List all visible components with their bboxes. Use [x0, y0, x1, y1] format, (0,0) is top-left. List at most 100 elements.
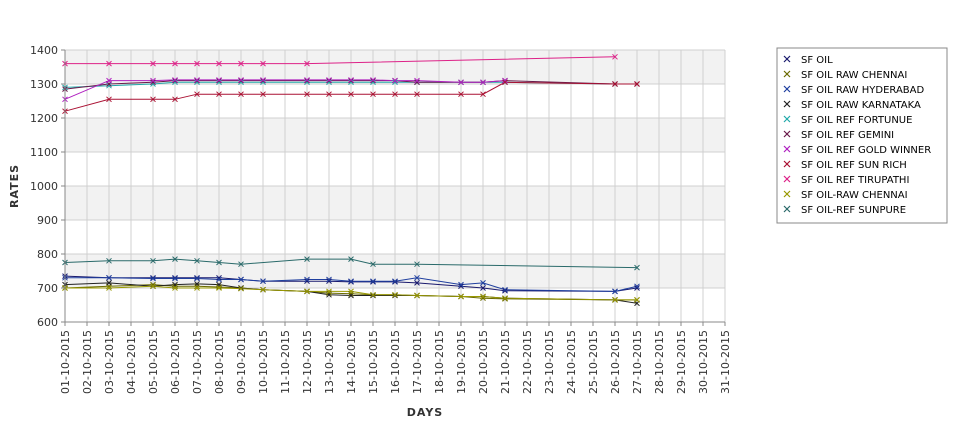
- data-point: [326, 276, 332, 283]
- x-tick-label: 04-10-2015: [125, 330, 138, 394]
- data-point: [370, 91, 376, 98]
- legend-label: SF OIL RAW HYDERABAD: [801, 85, 924, 96]
- data-point: [348, 278, 354, 285]
- data-point: [216, 79, 222, 86]
- data-point: [194, 285, 200, 291]
- x-tick-label: 23-10-2015: [543, 330, 556, 394]
- data-point: [634, 81, 640, 87]
- x-tick-label: 11-10-2015: [279, 330, 292, 394]
- legend-label: SF OIL-REF SUNPURE: [801, 205, 906, 216]
- data-point: [612, 288, 618, 295]
- x-tick-label: 03-10-2015: [103, 330, 116, 394]
- x-tick-label: 06-10-2015: [169, 330, 182, 394]
- data-point: [612, 81, 618, 87]
- data-point: [326, 288, 332, 295]
- data-point: [106, 60, 112, 67]
- data-point: [172, 285, 178, 291]
- x-tick-label: 01-10-2015: [59, 330, 72, 394]
- data-point: [150, 96, 156, 103]
- series-line-9: [65, 56, 616, 65]
- x-tick-label: 29-10-2015: [675, 330, 688, 394]
- data-point: [194, 77, 200, 83]
- series-markers: [62, 53, 640, 307]
- data-point: [150, 283, 156, 290]
- series-line-11: [64, 258, 638, 269]
- data-point: [304, 276, 310, 283]
- data-point: [194, 283, 200, 290]
- x-tick-label: 13-10-2015: [323, 330, 336, 394]
- x-tick-label: 14-10-2015: [345, 330, 358, 394]
- data-point: [172, 77, 178, 83]
- data-point: [370, 261, 376, 268]
- data-point: [150, 281, 156, 288]
- data-point: [106, 280, 112, 286]
- y-tick-label: 1300: [30, 78, 58, 91]
- data-point: [348, 288, 354, 295]
- data-point: [216, 60, 222, 67]
- data-point: [502, 286, 508, 293]
- x-tick-label: 31-10-2015: [719, 330, 732, 394]
- data-point: [238, 79, 244, 86]
- legend-label: SF OIL-RAW CHENNAI: [801, 190, 908, 201]
- data-point: [106, 82, 112, 89]
- x-tick-label: 27-10-2015: [631, 330, 644, 394]
- data-point: [612, 297, 618, 303]
- data-point: [238, 77, 244, 83]
- x-tick-label: 22-10-2015: [521, 330, 534, 394]
- data-point: [260, 91, 266, 98]
- data-point: [216, 285, 222, 291]
- x-tick-label: 02-10-2015: [81, 330, 94, 394]
- data-point: [216, 77, 222, 83]
- data-point: [260, 286, 266, 293]
- x-tick-label: 21-10-2015: [499, 330, 512, 394]
- data-point: [480, 79, 486, 86]
- data-point: [150, 60, 156, 67]
- data-point: [458, 91, 464, 98]
- data-point: [370, 278, 376, 285]
- x-axis-title: DAYS: [407, 406, 443, 419]
- data-point: [480, 285, 486, 291]
- legend-label: SF OIL REF SUN RICH: [801, 160, 907, 171]
- data-point: [304, 60, 310, 67]
- legend-box: [776, 47, 948, 224]
- legend: SF OIL SF OIL RAW CHENNAI SF OIL RAW HYDER…: [776, 47, 948, 224]
- data-point: [150, 257, 156, 264]
- data-point: [172, 60, 178, 67]
- legend-item: SF OIL RAW KARNATAKA: [783, 100, 921, 111]
- data-point: [370, 77, 376, 83]
- data-point: [502, 287, 508, 294]
- data-point: [194, 60, 200, 67]
- data-point: [194, 257, 200, 264]
- x-tick-label: 25-10-2015: [587, 330, 600, 394]
- y-tick-label: 900: [37, 214, 58, 227]
- data-point: [106, 274, 112, 281]
- data-point: [458, 283, 464, 290]
- data-point: [238, 91, 244, 98]
- data-point: [194, 79, 200, 86]
- data-point: [392, 278, 398, 285]
- x-tick-label: 18-10-2015: [433, 330, 446, 394]
- data-point: [414, 280, 420, 286]
- legend-item: SF OIL RAW CHENNAI: [783, 70, 907, 81]
- data-point: [304, 288, 310, 295]
- data-point: [414, 91, 420, 98]
- x-tick-label: 12-10-2015: [301, 330, 314, 394]
- data-point: [392, 91, 398, 98]
- data-point: [414, 261, 420, 268]
- data-point: [194, 91, 200, 98]
- data-point: [348, 77, 354, 83]
- data-point: [304, 256, 310, 262]
- legend-label: SF OIL REF FORTUNUE: [801, 115, 912, 126]
- x-tick-label: 26-10-2015: [609, 330, 622, 394]
- data-point: [392, 291, 398, 298]
- legend-label: SF OIL REF TIRUPATHI: [801, 175, 909, 186]
- data-point: [150, 77, 156, 84]
- data-point: [370, 291, 376, 298]
- data-point: [172, 275, 178, 282]
- data-point: [260, 79, 266, 86]
- data-point: [502, 79, 508, 86]
- x-tick-label: 20-10-2015: [477, 330, 490, 394]
- y-tick-label: 700: [37, 282, 58, 295]
- data-point: [458, 293, 464, 300]
- x-tick-label: 19-10-2015: [455, 330, 468, 394]
